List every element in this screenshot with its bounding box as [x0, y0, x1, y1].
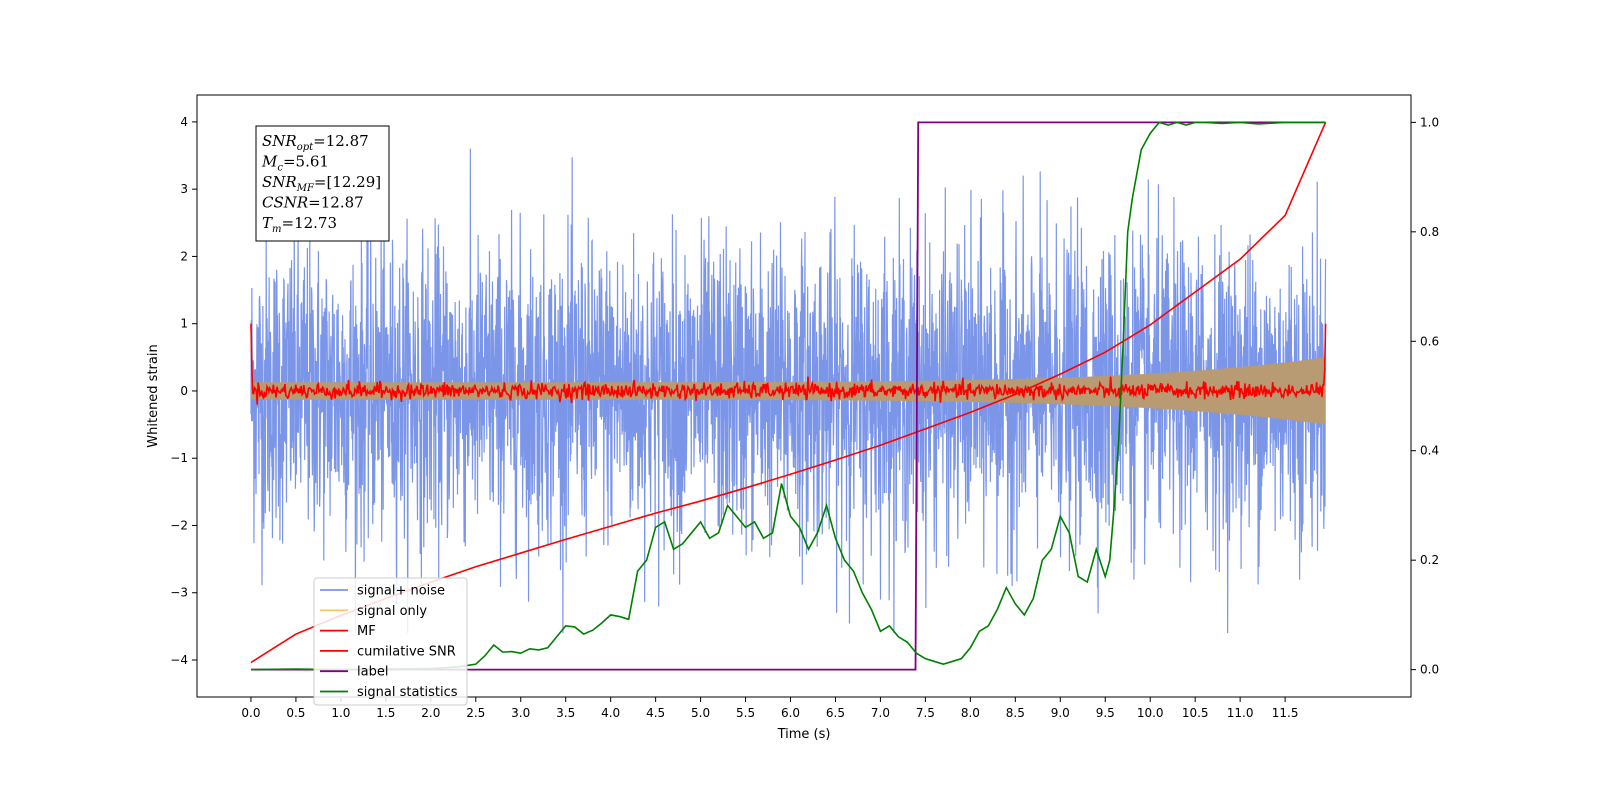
x-tick-label: 9.0 [1051, 706, 1070, 720]
y-right-tick-label: 0.4 [1420, 444, 1439, 458]
signal-noise-series [250, 148, 1327, 634]
y-left-tick-label: −2 [170, 518, 188, 532]
legend-entry: MF [357, 624, 376, 639]
stats-value: =[12.29] [314, 173, 381, 191]
stats-line: Mc=5.61 [261, 153, 329, 174]
x-tick-label: 2.0 [421, 706, 440, 720]
x-tick-label: 5.0 [691, 706, 710, 720]
legend-entry: label [357, 665, 388, 680]
stats-box-frame [255, 125, 390, 242]
x-tick-label: 8.5 [1006, 706, 1025, 720]
x-tick-label: 4.5 [646, 706, 665, 720]
stats-subscript: MF [296, 183, 315, 194]
signal-noise-line [250, 148, 1327, 634]
y-axis-label: Whitened strain [146, 344, 161, 447]
x-tick-label: 0.0 [241, 706, 260, 720]
mf-series [250, 323, 1327, 405]
x-tick-label: 8.0 [961, 706, 980, 720]
x-tick-label: 1.5 [376, 706, 395, 720]
legend-entry: cumilative SNR [357, 644, 456, 659]
y-axis-right-ticks: 1.0 0.8 0.6 0.4 0.2 0.0 [1411, 115, 1439, 677]
y-right-tick-label: 0.6 [1420, 334, 1439, 348]
stats-subscript: m [272, 224, 281, 235]
stats-box: SNRopt=12.87Mc=5.61SNRMF=[12.29]CSNR=12.… [255, 125, 390, 242]
stats-line: Tm=12.73 [262, 214, 337, 235]
legend-entry: signal+ noise [357, 584, 445, 599]
stats-subscript: opt [297, 142, 314, 153]
label-series [250, 121, 1326, 671]
y-axis-left-ticks: 4 3 2 1 0 −1 −2 −3 −4 [170, 115, 197, 667]
stats-subscript: c [277, 163, 283, 174]
x-tick-label: 7.5 [916, 706, 935, 720]
plot-frame [196, 94, 1412, 698]
y-right-tick-label: 1.0 [1420, 115, 1439, 129]
y-left-tick-label: 0 [180, 384, 188, 398]
stats-symbol: SNR [262, 132, 297, 150]
y-left-tick-label: −4 [170, 653, 188, 667]
stats-symbol: T [262, 214, 273, 232]
y-right-tick-label: 0.0 [1420, 663, 1439, 677]
legend-entry: signal statistics [357, 685, 458, 700]
stats-symbol: M [261, 153, 278, 171]
x-tick-label: 10.0 [1137, 706, 1164, 720]
stats-value: =12.73 [282, 214, 338, 232]
y-right-tick-label: 0.2 [1420, 553, 1439, 567]
y-left-tick-label: 2 [180, 249, 188, 263]
x-tick-label: 6.5 [826, 706, 845, 720]
stats-line: SNRMF=[12.29] [262, 173, 381, 194]
legend-entry: signal only [357, 604, 427, 619]
stats-line: SNRopt=12.87 [262, 132, 369, 153]
y-left-tick-label: −1 [170, 451, 188, 465]
x-tick-label: 6.0 [781, 706, 800, 720]
y-left-tick-label: 4 [180, 115, 188, 129]
stats-value: =5.61 [283, 153, 329, 171]
stats-symbol: SNR [262, 173, 297, 191]
x-tick-label: 0.5 [286, 706, 305, 720]
signal-statistics-line [250, 121, 1326, 671]
x-tick-label: 11.5 [1272, 706, 1299, 720]
x-tick-label: 3.0 [511, 706, 530, 720]
y-left-tick-label: −3 [170, 586, 188, 600]
stats-line: CSNR=12.87 [262, 194, 364, 212]
x-tick-label: 4.0 [601, 706, 620, 720]
x-tick-label: 3.5 [556, 706, 575, 720]
stats-value: =12.87 [313, 132, 369, 150]
stats-value: =12.87 [308, 194, 364, 212]
y-right-tick-label: 0.8 [1420, 225, 1439, 239]
x-tick-label: 10.5 [1182, 706, 1209, 720]
y-left-tick-label: 3 [180, 182, 188, 196]
signal-statistics-series [250, 121, 1326, 671]
x-tick-label: 11.0 [1227, 706, 1254, 720]
x-tick-label: 7.0 [871, 706, 890, 720]
x-axis-label: Time (s) [777, 727, 831, 742]
y-left-tick-label: 1 [180, 317, 188, 331]
label-line [250, 121, 1326, 671]
x-tick-label: 9.5 [1096, 706, 1115, 720]
x-tick-label: 2.5 [466, 706, 485, 720]
mf-line [250, 323, 1327, 405]
stats-symbol: CSNR [262, 194, 308, 212]
x-tick-label: 1.0 [331, 706, 350, 720]
legend-frame [313, 577, 468, 706]
x-axis-ticks: 0.0 0.5 1.0 1.5 2.0 2.5 3.0 3.5 4.0 4.5 5.0 5.5 6.0 6… [241, 697, 1298, 720]
x-tick-label: 5.5 [736, 706, 755, 720]
legend: signal+ noise signal only MF cumilative SNR… [313, 577, 468, 706]
